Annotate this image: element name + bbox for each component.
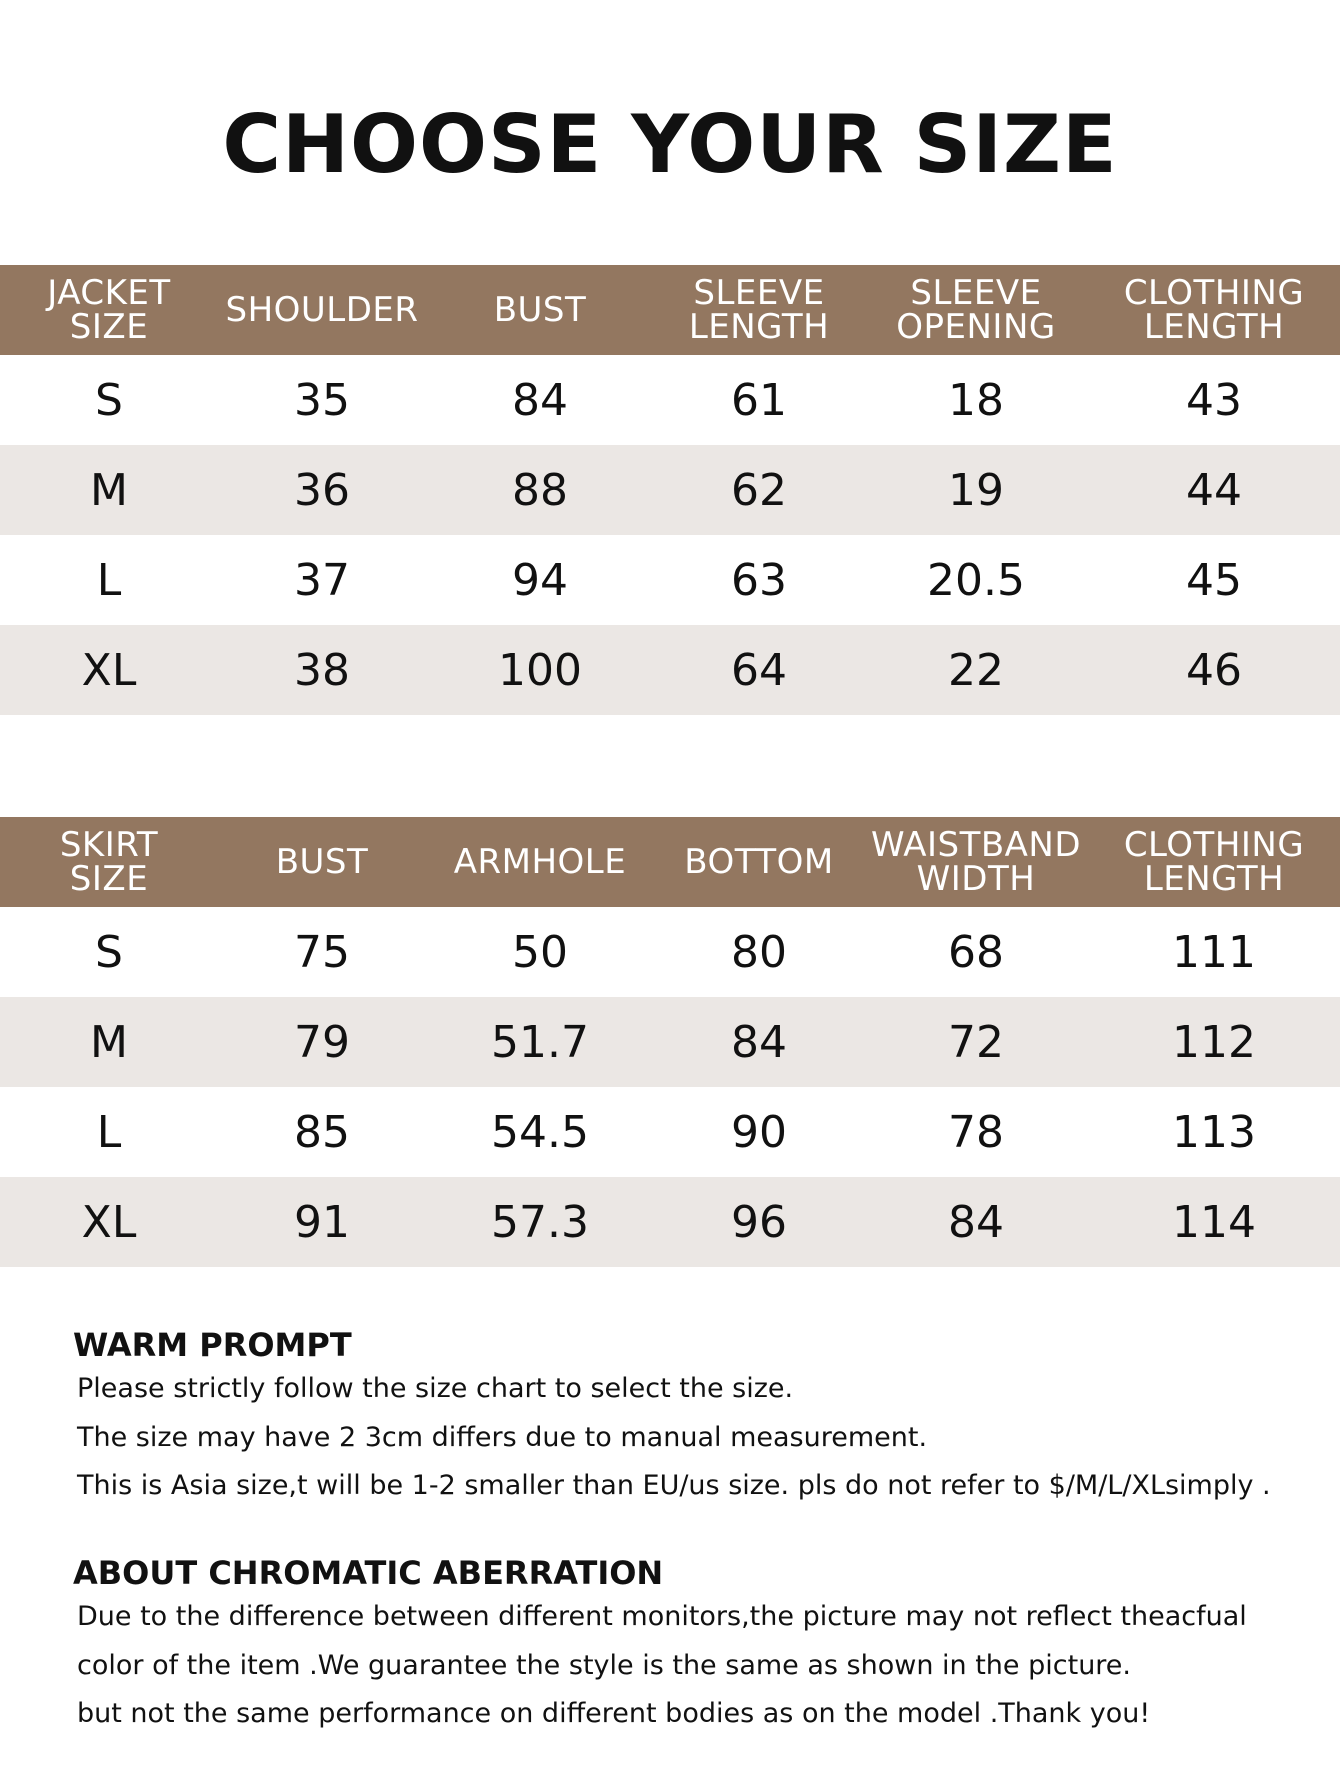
table-row: S 75 50 80 68 111 <box>0 907 1340 997</box>
table-cell: 19 <box>864 445 1088 535</box>
jacket-col-shoulder: SHOULDER <box>218 265 426 355</box>
table-cell: 72 <box>864 997 1088 1087</box>
warm-prompt-section: WARM PROMPT Please strictly follow the s… <box>73 1325 1293 1511</box>
table-cell: 94 <box>426 535 654 625</box>
table-cell: 22 <box>864 625 1088 715</box>
table-cell: 54.5 <box>426 1087 654 1177</box>
chromatic-aberration-line: color of the item .We guarantee the styl… <box>77 1649 1132 1681</box>
table-cell: 46 <box>1088 625 1340 715</box>
table-row: S 35 84 61 18 43 <box>0 355 1340 445</box>
warm-prompt-heading: WARM PROMPT <box>73 1326 352 1364</box>
warm-prompt-line: The size may have 2 3cm differs due to m… <box>77 1421 928 1453</box>
table-cell: 114 <box>1088 1177 1340 1267</box>
chromatic-aberration-line: Due to the difference between different … <box>77 1601 1247 1632</box>
table-cell: 57.3 <box>426 1177 654 1267</box>
chromatic-aberration-line: but not the same performance on differen… <box>77 1698 1151 1729</box>
jacket-size-table: JACKET SIZE SHOULDER BUST SLEEVE LENGTH SL… <box>0 265 1340 715</box>
table-cell: 62 <box>654 445 864 535</box>
table-cell: 111 <box>1088 907 1340 997</box>
table-row: M 36 88 62 19 44 <box>0 445 1340 535</box>
table-cell: 18 <box>864 355 1088 445</box>
table-cell: 61 <box>654 355 864 445</box>
table-row: L 37 94 63 20.5 45 <box>0 535 1340 625</box>
table-cell: 100 <box>426 625 654 715</box>
size-cell: L <box>0 1087 218 1177</box>
size-cell: M <box>0 445 218 535</box>
jacket-header-row: JACKET SIZE SHOULDER BUST SLEEVE LENGTH SL… <box>0 265 1340 355</box>
jacket-col-bust: BUST <box>426 265 654 355</box>
skirt-col-bottom: BOTTOM <box>654 817 864 907</box>
table-cell: 112 <box>1088 997 1340 1087</box>
table-cell: 75 <box>218 907 426 997</box>
table-cell: 78 <box>864 1087 1088 1177</box>
page-title: CHOOSE YOUR SIZE <box>222 98 1118 191</box>
table-cell: 44 <box>1088 445 1340 535</box>
table-cell: 37 <box>218 535 426 625</box>
skirt-col-armhole: ARMHOLE <box>426 817 654 907</box>
jacket-col-sleeve-length: SLEEVE LENGTH <box>654 265 864 355</box>
size-cell: L <box>0 535 218 625</box>
table-row: XL 91 57.3 96 84 114 <box>0 1177 1340 1267</box>
skirt-size-table: SKIRT SIZE BUST ARMHOLE BOTTOM WAISTBAND W… <box>0 817 1340 1267</box>
table-cell: 113 <box>1088 1087 1340 1177</box>
table-cell: 36 <box>218 445 426 535</box>
table-cell: 35 <box>218 355 426 445</box>
chromatic-aberration-heading: ABOUT CHROMATIC ABERRATION <box>73 1554 664 1592</box>
jacket-col-size: JACKET SIZE <box>0 265 218 355</box>
warm-prompt-line: Please strictly follow the size chart to… <box>77 1373 794 1404</box>
skirt-col-bust: BUST <box>218 817 426 907</box>
table-cell: 79 <box>218 997 426 1087</box>
table-cell: 88 <box>426 445 654 535</box>
size-cell: XL <box>0 1177 218 1267</box>
table-cell: 64 <box>654 625 864 715</box>
jacket-col-clothing-length: CLOTHING LENGTH <box>1088 265 1340 355</box>
jacket-col-sleeve-opening: SLEEVE OPENING <box>864 265 1088 355</box>
skirt-col-size: SKIRT SIZE <box>0 817 218 907</box>
table-row: L 85 54.5 90 78 113 <box>0 1087 1340 1177</box>
table-cell: 63 <box>654 535 864 625</box>
warm-prompt-line: This is Asia size,t will be 1-2 smaller … <box>77 1470 1271 1501</box>
table-cell: 91 <box>218 1177 426 1267</box>
size-cell: S <box>0 907 218 997</box>
table-cell: 96 <box>654 1177 864 1267</box>
table-cell: 80 <box>654 907 864 997</box>
table-cell: 84 <box>864 1177 1088 1267</box>
table-cell: 20.5 <box>864 535 1088 625</box>
skirt-header-row: SKIRT SIZE BUST ARMHOLE BOTTOM WAISTBAND W… <box>0 817 1340 907</box>
table-cell: 38 <box>218 625 426 715</box>
size-cell: XL <box>0 625 218 715</box>
skirt-col-clothing-length: CLOTHING LENGTH <box>1088 817 1340 907</box>
size-cell: M <box>0 997 218 1087</box>
table-cell: 85 <box>218 1087 426 1177</box>
table-cell: 43 <box>1088 355 1340 445</box>
table-row: M 79 51.7 84 72 112 <box>0 997 1340 1087</box>
chromatic-aberration-section: ABOUT CHROMATIC ABERRATION Due to the di… <box>73 1553 1293 1739</box>
skirt-col-waistband-width: WAISTBAND WIDTH <box>864 817 1088 907</box>
table-cell: 84 <box>654 997 864 1087</box>
size-cell: S <box>0 355 218 445</box>
table-cell: 68 <box>864 907 1088 997</box>
table-row: XL 38 100 64 22 46 <box>0 625 1340 715</box>
table-cell: 90 <box>654 1087 864 1177</box>
table-cell: 51.7 <box>426 997 654 1087</box>
table-cell: 50 <box>426 907 654 997</box>
table-cell: 84 <box>426 355 654 445</box>
table-cell: 45 <box>1088 535 1340 625</box>
